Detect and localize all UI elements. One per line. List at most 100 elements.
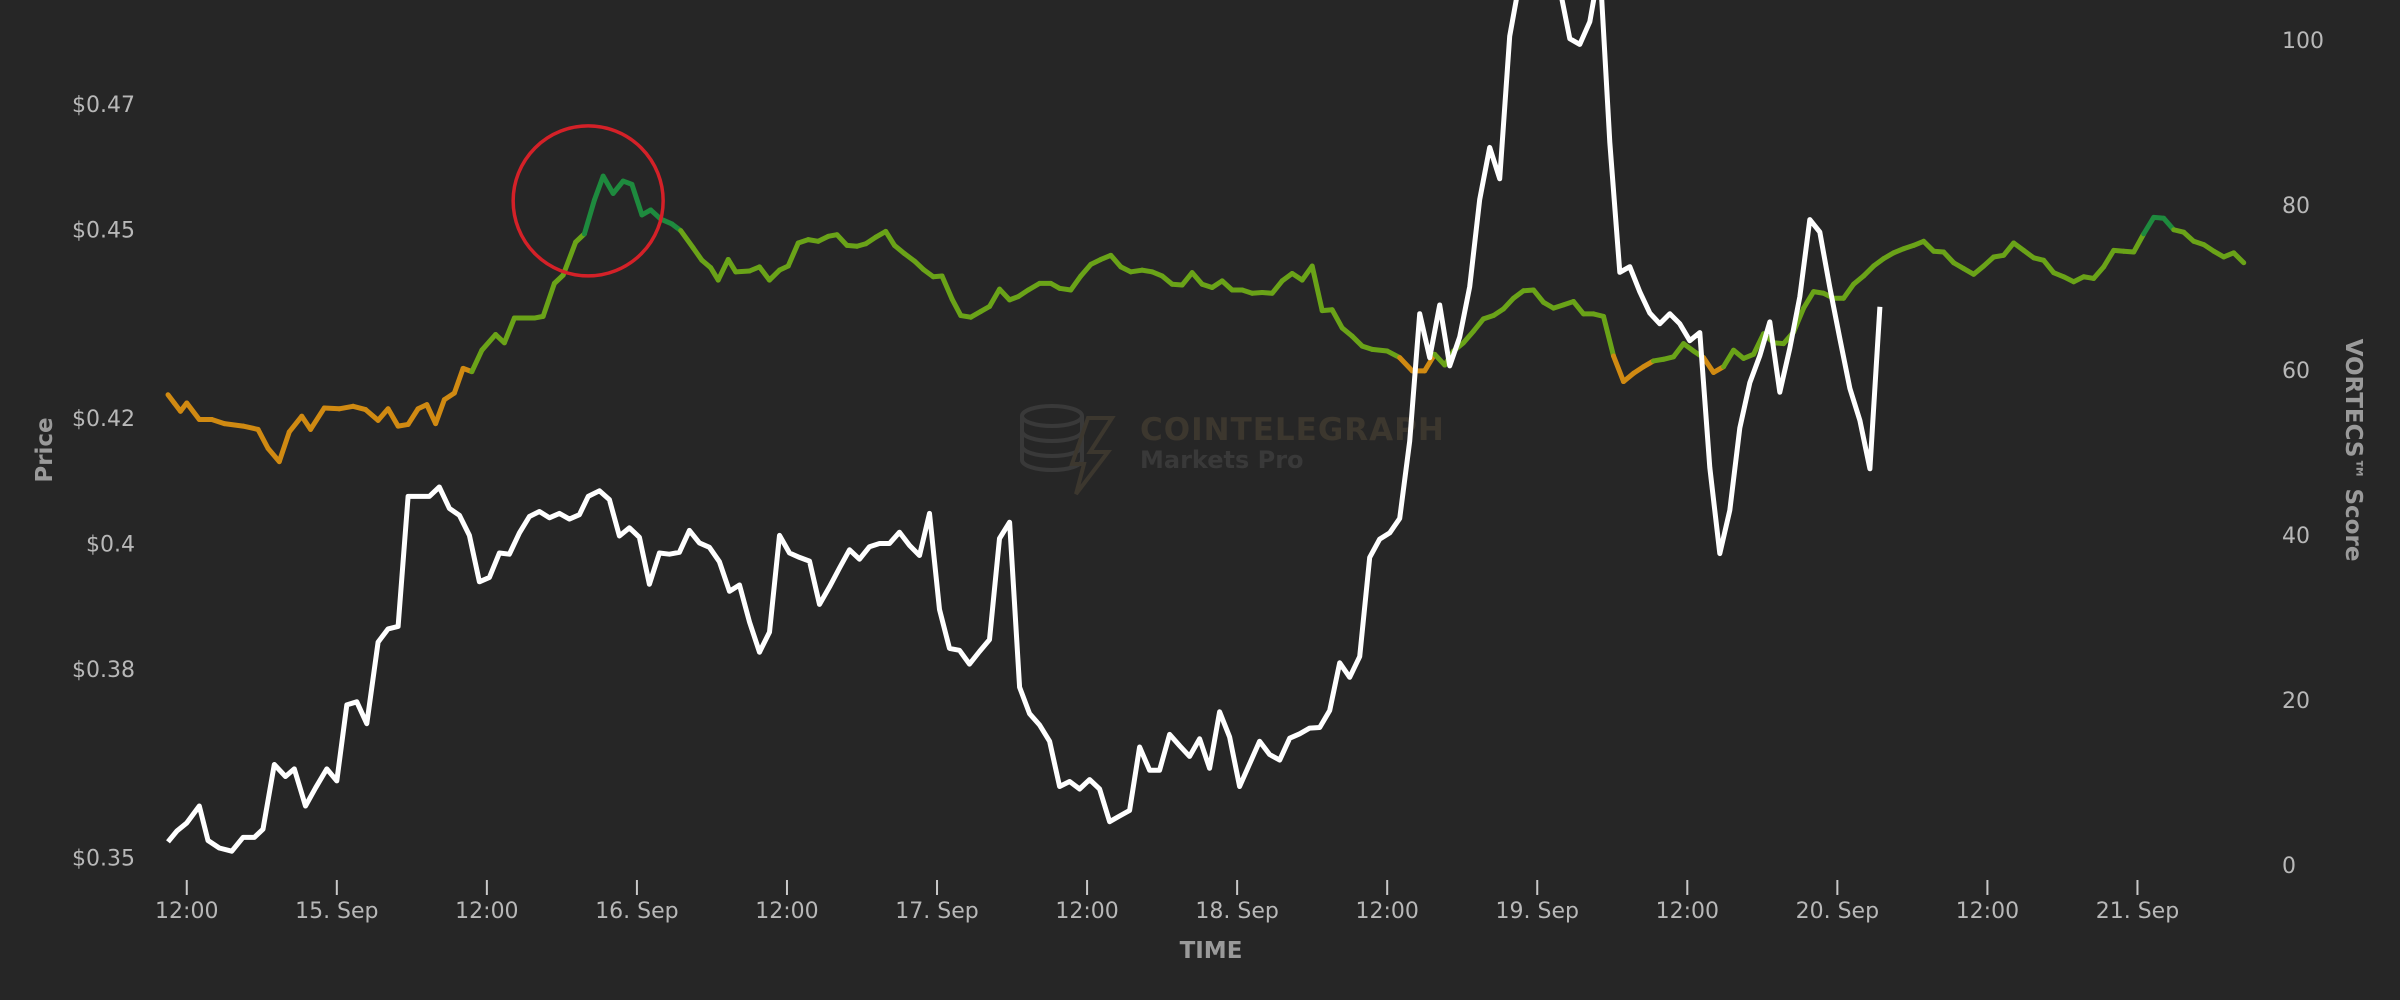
price-tick-label: $0.45 (72, 219, 135, 244)
time-tick-label: 19. Sep (1496, 899, 1579, 924)
vortecs-score-segment (1329, 307, 1345, 331)
vortecs-score-segment (939, 273, 955, 302)
score-axis: 0 20 40 60 80 100 (2282, 29, 2324, 879)
vortecs-score-segment (286, 413, 305, 435)
vortecs-score-segment (1078, 261, 1094, 279)
vortecs-score-segment (1179, 270, 1195, 288)
vortecs-score-segment (385, 406, 401, 429)
vortecs-score-segment (2101, 247, 2117, 270)
price-axis: $0.35 $0.38 $0.4 $0.42 $0.45 $0.47 (72, 93, 135, 871)
vortecs-score-segment (1671, 341, 1687, 360)
vortecs-score-segment (469, 347, 485, 375)
vortecs-score-segment (690, 245, 705, 263)
vortecs-score-segment (321, 405, 342, 412)
vortecs-score-segment (1470, 316, 1486, 334)
vortecs-score-segment (610, 178, 626, 196)
vortecs-score-segment (1068, 273, 1084, 293)
vortecs-score-segment (600, 173, 616, 196)
vortecs-score-segment (540, 280, 557, 319)
price-tick-label: $0.4 (86, 533, 135, 558)
vortecs-score-segment (276, 429, 292, 465)
vortecs-score-segment (560, 239, 579, 278)
vortecs-score-segment (1721, 347, 1737, 370)
price-tick-label: $0.35 (72, 846, 135, 871)
coin-stack-logo-icon (1020, 404, 1116, 496)
time-tick-label: 16. Sep (595, 899, 678, 924)
vortecs-score-segment (2091, 264, 2107, 281)
price-tick-label: $0.38 (72, 658, 135, 683)
score-tick-label: 20 (2282, 689, 2310, 714)
vortecs-score-segment (1571, 299, 1587, 317)
vortecs-score-segment (987, 286, 1003, 309)
vortecs-score-segment (1530, 287, 1546, 305)
price-line (166, 0, 1883, 854)
vortecs-score-segment (2041, 257, 2057, 276)
time-tick-label: 12:00 (1956, 899, 2019, 924)
price-axis-title: Price (32, 417, 58, 482)
vortecs-score-segment (1611, 353, 1627, 385)
vortecs-score-segment (949, 296, 964, 319)
vortecs-score-segment (255, 426, 271, 451)
vortecs-score-segment (1269, 278, 1285, 296)
series-layer (165, 0, 2247, 854)
vortecs-score-segment (1189, 270, 1205, 287)
vortecs-score-segment (1108, 252, 1124, 270)
vortecs-score-segment (308, 405, 327, 432)
vortecs-score-segment (240, 423, 261, 432)
vortecs-score-segment (2161, 215, 2177, 233)
time-tick-label: 17. Sep (895, 899, 978, 924)
vortecs-score-segment (715, 256, 731, 283)
score-tick-label: 40 (2282, 524, 2310, 549)
vortecs-score-segment (1460, 328, 1476, 346)
vortecs-score-segment (756, 264, 772, 283)
vortecs-score-segment (363, 407, 381, 423)
score-axis-title: VORTECS™ Score (2340, 339, 2366, 562)
highlight-circle (511, 124, 665, 278)
price-tick-label: $0.42 (72, 407, 135, 432)
vortecs-score-segment (581, 197, 597, 237)
time-tick-label: 18. Sep (1195, 899, 1278, 924)
vortecs-score-segment (1397, 355, 1415, 374)
watermark-subtitle: Markets Pro (1140, 446, 1304, 474)
vortecs-score-segment (1841, 281, 1857, 301)
vortecs-score-segment (678, 228, 696, 251)
vortecs-score-segment (1751, 331, 1767, 357)
vortecs-score-segment (1369, 346, 1390, 354)
time-axis: 12:00 15. Sep 12:00 16. Sep 12:00 17. Sep 12:0… (155, 880, 2179, 924)
time-tick-label: 21. Sep (2096, 899, 2179, 924)
time-tick-label: 15. Sep (295, 899, 378, 924)
price-tick-label: $0.47 (72, 93, 135, 118)
vortecs-score-segment (1422, 351, 1438, 374)
score-tick-label: 0 (2282, 854, 2296, 879)
time-axis-title: TIME (1180, 938, 1243, 964)
time-tick-label: 20. Sep (1796, 899, 1879, 924)
vortecs-score-segment (501, 315, 517, 346)
score-tick-label: 60 (2282, 359, 2310, 384)
cointelegraph-watermark: COINTELEGRAPH Markets Pro (1020, 404, 1445, 496)
vortecs-score-segment (1309, 263, 1325, 314)
vortecs-score-segment (2231, 250, 2247, 266)
time-tick-label: 12:00 (1656, 899, 1719, 924)
vortecs-score-segment (451, 365, 466, 396)
vortecs-score-segment (221, 421, 246, 429)
vortecs-score-segment (883, 228, 898, 248)
vortecs-score-segment (1801, 289, 1817, 311)
time-tick-label: 12:00 (1055, 899, 1118, 924)
vortecs-score-segment (433, 397, 447, 427)
time-tick-label: 12:00 (755, 899, 818, 924)
score-tick-label: 100 (2282, 29, 2324, 54)
time-tick-label: 12:00 (1355, 899, 1418, 924)
vortecs-score-segment (1601, 313, 1617, 359)
vortecs-score-segment (1701, 355, 1717, 375)
vortecs-score-segment (591, 173, 606, 203)
score-tick-label: 80 (2282, 194, 2310, 219)
watermark-title: COINTELEGRAPH (1140, 412, 1445, 448)
time-tick-label: 12:00 (155, 899, 218, 924)
vortecs-score-segment (405, 406, 421, 427)
time-tick-label: 12:00 (455, 899, 518, 924)
vortecs-score-segment (785, 240, 801, 269)
vortecs-score-segment (2141, 214, 2157, 237)
vortecs-score-segment (479, 332, 499, 353)
vortecs-score-segment (184, 400, 202, 422)
